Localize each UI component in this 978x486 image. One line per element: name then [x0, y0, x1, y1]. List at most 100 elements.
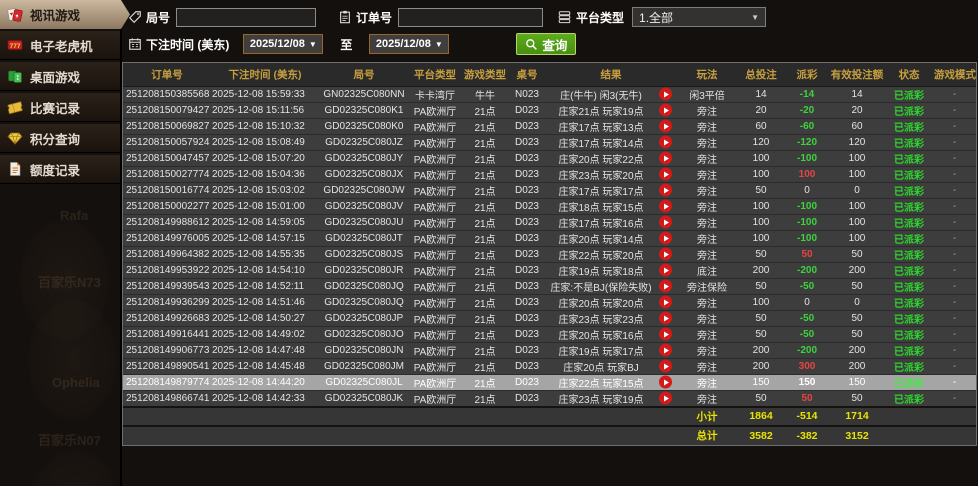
play-replay-icon[interactable] [659, 87, 672, 101]
cell-round: GD02325C080JN [319, 342, 409, 359]
play-replay-icon[interactable] [659, 327, 672, 341]
platform-select[interactable]: 1.全部 ▼ [632, 7, 767, 27]
play-replay-icon[interactable] [659, 359, 672, 373]
table-row[interactable]: 251208150069827 2025-12-08 15:10:32 GD0232… [123, 118, 976, 135]
table-row[interactable]: 251208150047457 2025-12-08 15:07:20 GD0232… [123, 150, 976, 167]
cell-table: D023 [509, 198, 545, 215]
cell-table: D023 [509, 150, 545, 167]
sidebar-item-quota-records[interactable]: 额度记录 [0, 155, 120, 184]
sidebar-item-points-query[interactable]: 积分查询 [0, 124, 120, 153]
sidebar-item-table-games[interactable]: 桌面游戏 [0, 62, 120, 91]
play-replay-icon[interactable] [659, 119, 672, 133]
play-replay-icon[interactable] [659, 311, 672, 325]
sidebar-item-match-records[interactable]: 比赛记录 [0, 93, 120, 122]
cell-table: N023 [509, 86, 545, 103]
table-row[interactable]: 251208149988612 2025-12-08 14:59:05 GD0232… [123, 214, 976, 231]
cell-valid: 100 [829, 166, 885, 183]
cell-play: 旁注 [677, 342, 737, 359]
cell-time: 2025-12-08 15:03:02 [211, 182, 319, 199]
sidebar-item-label: 额度记录 [30, 163, 81, 178]
cell-valid: 120 [829, 134, 885, 151]
search-button[interactable]: 查询 [516, 33, 577, 55]
play-replay-icon[interactable] [659, 103, 672, 117]
cell-valid: 100 [829, 230, 885, 247]
table-row[interactable]: 251208149964382 2025-12-08 14:55:35 GD0232… [123, 246, 976, 263]
table-row[interactable]: 251208150016774 2025-12-08 15:03:02 GD0232… [123, 182, 976, 199]
play-replay-icon[interactable] [659, 343, 672, 357]
cell-table: D023 [509, 262, 545, 279]
table-row[interactable]: 251208149890541 2025-12-08 14:45:48 GD0232… [123, 358, 976, 375]
play-replay-icon[interactable] [659, 151, 672, 165]
cell-valid: 200 [829, 342, 885, 359]
table-row[interactable]: 251208149906773 2025-12-08 14:47:48 GD0232… [123, 342, 976, 359]
svg-text:♠: ♠ [15, 13, 19, 19]
cell-time: 2025-12-08 14:49:02 [211, 326, 319, 343]
play-replay-icon[interactable] [659, 231, 672, 245]
order-number-input[interactable] [398, 7, 544, 27]
play-replay-icon[interactable] [659, 263, 672, 277]
sidebar-item-slots[interactable]: 777 电子老虎机 [0, 31, 120, 60]
table-row[interactable]: 251208149866741 2025-12-08 14:42:33 GD0232… [123, 390, 976, 407]
table-row[interactable]: 251208149976005 2025-12-08 14:57:15 GD0232… [123, 230, 976, 247]
cell-play: 旁注 [677, 246, 737, 263]
cell-status: 已派彩 [885, 118, 933, 135]
table-row[interactable]: 251208150002277 2025-12-08 15:01:00 GD0232… [123, 198, 976, 215]
sidebar-item-label: 比赛记录 [30, 101, 81, 116]
play-replay-icon[interactable] [659, 135, 672, 149]
cell-result: 庄家18点 玩家15点 [545, 198, 677, 215]
cell-platform: PA欧洲厅 [409, 294, 461, 311]
play-replay-icon[interactable] [659, 215, 672, 229]
play-replay-icon[interactable] [659, 391, 672, 405]
round-number-input[interactable] [176, 7, 317, 27]
play-replay-icon[interactable] [659, 183, 672, 197]
cell-platform: PA欧洲厅 [409, 342, 461, 359]
cell-round: GD02325C080JO [319, 326, 409, 343]
table-row[interactable]: 251208149936299 2025-12-08 14:51:46 GD0232… [123, 294, 976, 311]
table-row[interactable]: 251208150385568 2025-12-08 15:59:33 GN0232… [123, 86, 976, 103]
column-header: 派彩 [785, 63, 829, 87]
cell-round: GD02325C080K1 [319, 102, 409, 119]
table-row[interactable]: 251208149926683 2025-12-08 14:50:27 GD0232… [123, 310, 976, 327]
play-replay-icon[interactable] [659, 247, 672, 261]
ghost-label: 百家乐N73 [38, 275, 101, 290]
play-replay-icon[interactable] [659, 199, 672, 213]
table-footer: 小计 1864 -514 1714 总计 3582 -382 3152 [123, 405, 976, 445]
table-row[interactable]: 251208149879774 2025-12-08 14:44:20 GD0232… [123, 374, 976, 391]
cell-game: 21点 [461, 310, 509, 327]
cell-result: 庄家17点 玩家17点 [545, 182, 677, 199]
cell-round: GD02325C080JS [319, 246, 409, 263]
play-replay-icon[interactable] [659, 375, 672, 389]
play-replay-icon[interactable] [659, 295, 672, 309]
table-row[interactable]: 251208149916441 2025-12-08 14:49:02 GD0232… [123, 326, 976, 343]
result-text: 庄家17点 玩家13点 [558, 122, 644, 134]
table-row[interactable]: 251208149953922 2025-12-08 14:54:10 GD0232… [123, 262, 976, 279]
calendar-icon [129, 38, 141, 50]
ghost-photo [28, 300, 118, 420]
cell-result: 庄家21点 玩家19点 [545, 102, 677, 119]
total-row: 总计 3582 -382 3152 [123, 424, 976, 445]
cell-play: 旁注 [677, 310, 737, 327]
cell-time: 2025-12-08 15:04:36 [211, 166, 319, 183]
play-replay-icon[interactable] [659, 167, 672, 181]
table-row[interactable]: 251208150057924 2025-12-08 15:08:49 GD0232… [123, 134, 976, 151]
cell-mode: - [933, 246, 976, 263]
sidebar-item-video-games[interactable]: ♥ ♠ 视讯游戏 [0, 0, 130, 29]
cell-status: 已派彩 [885, 374, 933, 391]
cell-payout: -50 [785, 278, 829, 295]
cell-payout: 50 [785, 390, 829, 407]
ghost-photo [30, 450, 120, 486]
date-from-picker[interactable]: 2025/12/08 ▼ [243, 34, 324, 54]
cell-status: 已派彩 [885, 86, 933, 103]
play-replay-icon[interactable] [659, 279, 672, 293]
date-to-picker[interactable]: 2025/12/08 ▼ [369, 34, 450, 54]
cell-play: 闲3平倍 [677, 86, 737, 103]
table-row[interactable]: 251208149939543 2025-12-08 14:52:11 GD0232… [123, 278, 976, 295]
cell-game: 21点 [461, 278, 509, 295]
slot-777-icon: 777 [7, 37, 23, 53]
cell-result: 庄家23点 玩家23点 [545, 310, 677, 327]
cell-time: 2025-12-08 14:50:27 [211, 310, 319, 327]
table-row[interactable]: 251208150027774 2025-12-08 15:04:36 GD0232… [123, 166, 976, 183]
table-row[interactable]: 251208150079427 2025-12-08 15:11:56 GD0232… [123, 102, 976, 119]
cell-round: GD02325C080JT [319, 230, 409, 247]
cell-bet: 100 [737, 214, 785, 231]
